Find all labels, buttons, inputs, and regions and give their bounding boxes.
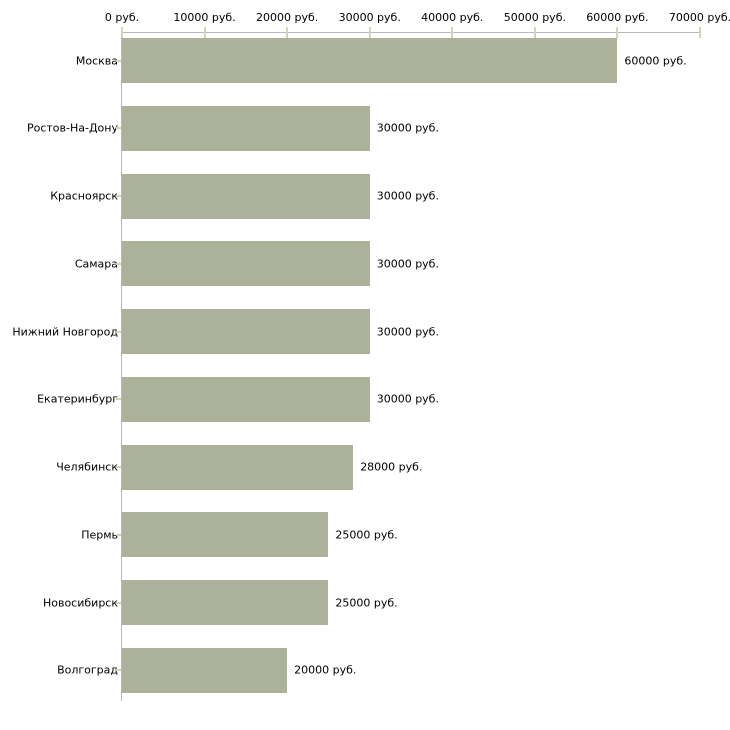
y-axis-tick-mark: [116, 195, 121, 197]
bar-8: [122, 512, 329, 558]
x-axis-tick-label: 60000 руб.: [586, 11, 649, 24]
y-axis-tick-mark: [116, 330, 121, 333]
x-axis-tick-label: 0 руб.: [104, 11, 140, 24]
bar-2: [122, 105, 370, 151]
x-axis-line: [122, 32, 701, 33]
x-axis-tick-mark: [699, 27, 701, 38]
bar-9: [122, 580, 329, 625]
x-axis-tick-mark: [533, 27, 536, 38]
bar-4: [122, 241, 370, 287]
x-axis-tick-label: 50000 руб.: [503, 11, 566, 24]
bar-value-label: 25000 руб.: [335, 528, 398, 542]
y-axis-tick-mark: [116, 262, 121, 265]
category-label: Пермь: [81, 528, 118, 542]
x-axis-tick-mark: [203, 27, 206, 38]
y-axis-tick-mark: [116, 59, 121, 62]
bar-1: [122, 38, 618, 83]
bar-value-label: 30000 руб.: [376, 121, 439, 135]
x-axis-tick-label: 20000 руб.: [256, 11, 319, 24]
y-axis-tick-mark: [116, 398, 121, 401]
category-label: Нижний Новгород: [12, 325, 118, 338]
y-axis-line: [121, 32, 122, 701]
x-axis-tick-mark: [451, 27, 454, 38]
bar-value-label: 30000 руб.: [376, 392, 439, 406]
category-label: Красноярск: [50, 189, 118, 203]
x-axis-tick-label: 30000 руб.: [338, 11, 401, 24]
bar-value-label: 20000 руб.: [294, 663, 357, 677]
category-label: Волгоград: [57, 663, 118, 677]
bar-value-label: 60000 руб.: [624, 54, 687, 67]
x-axis-tick-label: 40000 руб.: [421, 11, 484, 24]
bar-10: [122, 647, 288, 693]
bar-value-label: 25000 руб.: [335, 596, 398, 609]
category-label: Челябинск: [56, 460, 118, 474]
bar-value-label: 30000 руб.: [376, 325, 439, 338]
y-axis-tick-mark: [116, 466, 121, 468]
bar-3: [122, 173, 370, 219]
y-axis-tick-mark: [116, 533, 121, 536]
bar-value-label: 28000 руб.: [360, 460, 423, 474]
y-axis-tick-mark: [116, 669, 121, 672]
category-label: Екатеринбург: [37, 392, 118, 406]
category-label: Ростов-На-Дону: [26, 121, 118, 135]
category-label: Новосибирск: [42, 596, 118, 609]
category-label: Москва: [75, 54, 118, 67]
x-axis-tick-mark: [286, 27, 289, 38]
bar-value-label: 30000 руб.: [376, 257, 439, 271]
x-axis-tick-label: 10000 руб.: [173, 11, 236, 24]
bar-6: [122, 376, 370, 422]
bar-7: [122, 444, 354, 490]
x-axis-tick-mark: [616, 27, 619, 38]
y-axis-tick-mark: [116, 601, 121, 604]
bar-value-label: 30000 руб.: [376, 189, 439, 203]
x-axis-tick-label: 70000 руб.: [668, 11, 730, 24]
y-axis-tick-mark: [116, 127, 121, 130]
x-axis-tick-mark: [121, 27, 123, 38]
x-axis-tick-mark: [368, 27, 371, 38]
bar-5: [122, 309, 370, 354]
category-label: Самара: [74, 257, 118, 271]
